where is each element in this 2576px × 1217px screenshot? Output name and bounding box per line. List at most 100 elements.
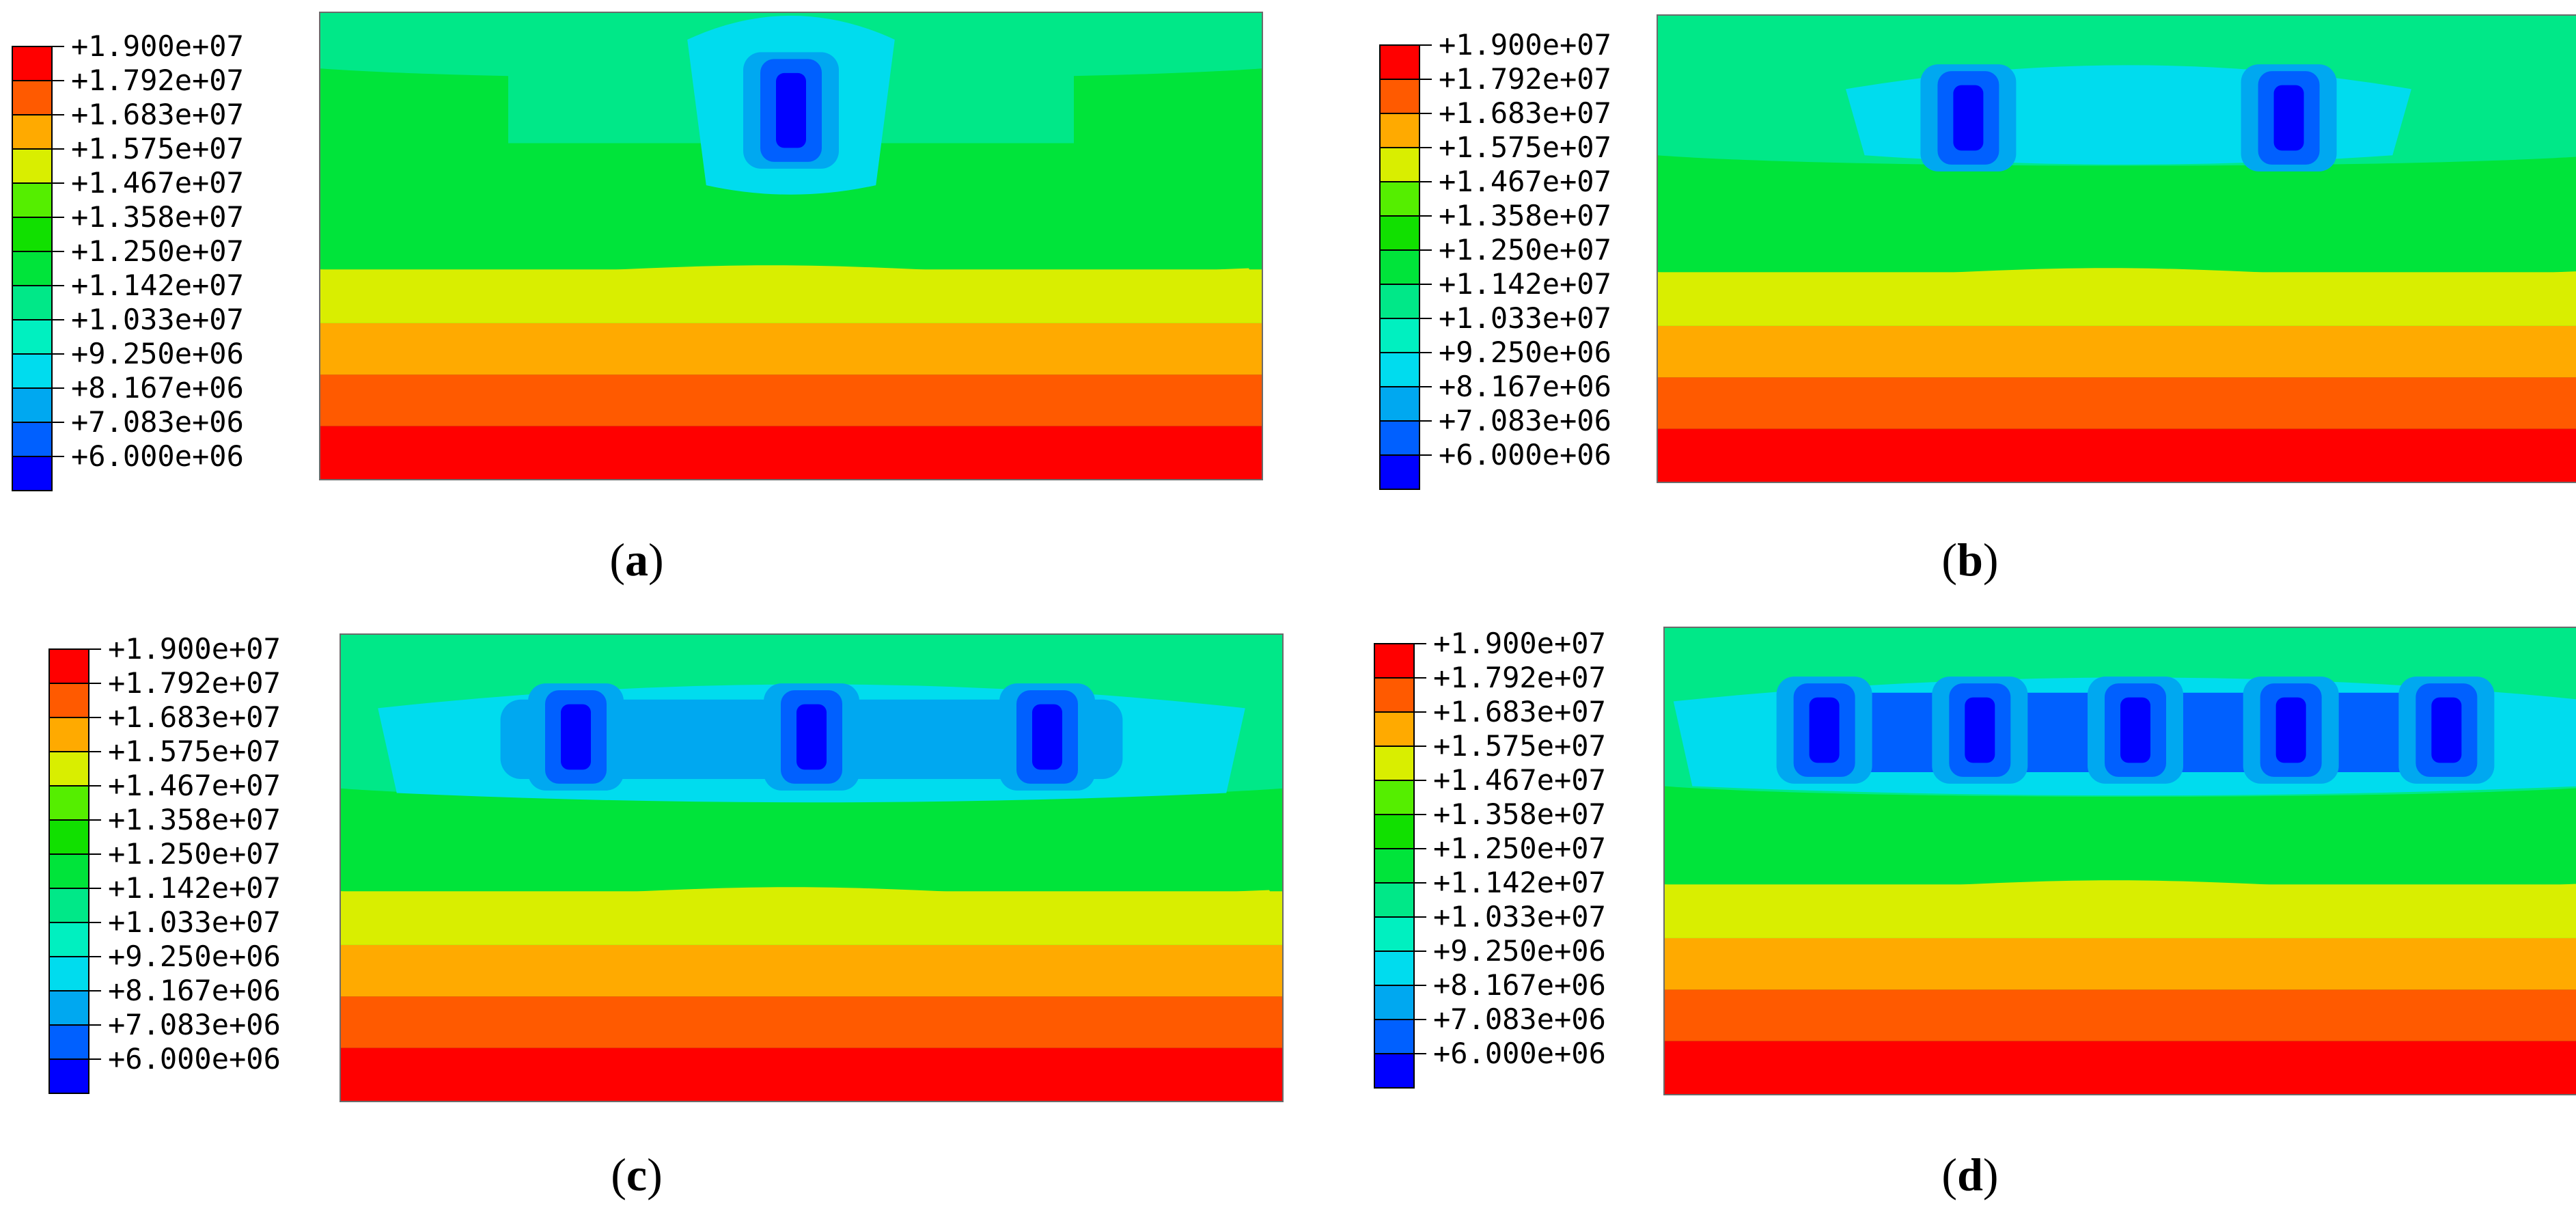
legend-label: +1.467e+07 bbox=[71, 166, 244, 200]
legend-swatch bbox=[12, 46, 53, 81]
legend-label: +9.250e+06 bbox=[1439, 336, 1611, 369]
plot-border bbox=[1657, 14, 2576, 483]
legend-swatch bbox=[1379, 79, 1420, 114]
legend-swatch bbox=[12, 387, 53, 423]
legend-label: +1.900e+07 bbox=[71, 29, 244, 63]
legend-label: +1.033e+07 bbox=[1439, 301, 1611, 335]
legend-swatch bbox=[1379, 181, 1420, 217]
legend-label: +1.900e+07 bbox=[1439, 28, 1611, 61]
legend-swatch bbox=[1374, 814, 1415, 849]
legend-label: +9.250e+06 bbox=[1433, 934, 1606, 968]
legend-label: +8.167e+06 bbox=[1433, 968, 1606, 1002]
legend-label: +7.083e+06 bbox=[71, 405, 244, 439]
legend-label: +1.792e+07 bbox=[71, 64, 244, 97]
contour-plot-c bbox=[340, 633, 1284, 1102]
stress-band bbox=[340, 1048, 1283, 1102]
legend-swatch bbox=[1374, 848, 1415, 884]
legend-swatch bbox=[49, 683, 89, 718]
pillar-core bbox=[2120, 697, 2150, 763]
legend-swatch bbox=[1379, 318, 1420, 353]
caption-c: (c) bbox=[611, 1149, 663, 1201]
legend-label: +9.250e+06 bbox=[108, 940, 281, 973]
pillar-core bbox=[1953, 85, 1984, 151]
legend-swatch bbox=[1374, 1053, 1415, 1089]
legend-d: +1.900e+07+1.792e+07+1.683e+07+1.575e+07… bbox=[1374, 627, 1606, 1089]
stress-band bbox=[1664, 1041, 2576, 1095]
panel-c: +1.900e+07+1.792e+07+1.683e+07+1.575e+07… bbox=[49, 632, 1284, 1201]
legend-swatch bbox=[1374, 951, 1415, 986]
plot-border bbox=[340, 633, 1284, 1102]
legend-swatch bbox=[1379, 249, 1420, 285]
legend-label: +1.250e+07 bbox=[1439, 233, 1611, 266]
stress-band bbox=[340, 944, 1283, 997]
legend-swatch bbox=[1379, 147, 1420, 182]
legend-swatch bbox=[1379, 454, 1420, 490]
legend-swatch bbox=[1374, 882, 1415, 918]
legend-a: +1.900e+07+1.792e+07+1.683e+07+1.575e+07… bbox=[12, 29, 244, 491]
panel-b: +1.900e+07+1.792e+07+1.683e+07+1.575e+07… bbox=[1379, 14, 2576, 586]
legend-label: +1.900e+07 bbox=[108, 632, 281, 666]
legend-label: +1.358e+07 bbox=[108, 803, 281, 836]
contour-plot-a bbox=[319, 12, 1263, 480]
legend-swatch bbox=[49, 888, 89, 923]
legend-swatch bbox=[12, 148, 53, 184]
stress-band bbox=[320, 426, 1262, 480]
stress-band bbox=[1657, 377, 2576, 429]
legend-label: +1.683e+07 bbox=[71, 98, 244, 131]
caption-b: (b) bbox=[1941, 534, 1998, 586]
legend-swatch bbox=[12, 319, 53, 355]
legend-swatch bbox=[12, 422, 53, 457]
legend-label: +7.083e+06 bbox=[108, 1008, 281, 1041]
legend-label: +7.083e+06 bbox=[1433, 1002, 1606, 1036]
legend-label: +6.000e+06 bbox=[71, 439, 244, 473]
legend-label: +6.000e+06 bbox=[1433, 1037, 1606, 1070]
stress-band bbox=[1664, 880, 2576, 908]
legend-swatch bbox=[1374, 643, 1415, 679]
caption-d: (d) bbox=[1941, 1149, 1998, 1201]
legend-swatch bbox=[1379, 420, 1420, 456]
legend-label: +1.683e+07 bbox=[1439, 96, 1611, 130]
legend-swatch bbox=[1374, 1019, 1415, 1054]
legend-label: +9.250e+06 bbox=[71, 337, 244, 370]
stress-band bbox=[1657, 268, 2576, 296]
legend-swatch bbox=[49, 785, 89, 821]
legend-swatch bbox=[1379, 113, 1420, 148]
legend-label: +1.575e+07 bbox=[1433, 729, 1606, 763]
legend-swatch bbox=[12, 285, 53, 320]
pillar-core bbox=[2273, 85, 2304, 151]
legend-swatch bbox=[49, 819, 89, 855]
legend-label: +1.142e+07 bbox=[1433, 866, 1606, 899]
pillar-core bbox=[1809, 697, 1840, 763]
legend-label: +7.083e+06 bbox=[1439, 404, 1611, 437]
pillar-core bbox=[797, 704, 827, 770]
pillar-core bbox=[2275, 697, 2306, 763]
stress-band bbox=[1657, 428, 2576, 482]
pillar-core bbox=[2431, 697, 2462, 763]
legend-label: +1.250e+07 bbox=[108, 837, 281, 871]
legend-swatch bbox=[12, 217, 53, 252]
stress-band bbox=[320, 323, 1262, 375]
stress-band bbox=[320, 265, 1262, 293]
legend-label: +1.033e+07 bbox=[1433, 900, 1606, 933]
legend-swatch bbox=[12, 80, 53, 115]
legend-label: +1.467e+07 bbox=[108, 769, 281, 802]
legend-swatch bbox=[49, 717, 89, 752]
legend-label: +1.792e+07 bbox=[108, 666, 281, 700]
legend-label: +1.358e+07 bbox=[71, 200, 244, 234]
plot-border bbox=[319, 12, 1263, 480]
stress-band bbox=[320, 374, 1262, 426]
legend-label: +1.033e+07 bbox=[108, 905, 281, 939]
legend-swatch bbox=[12, 182, 53, 218]
legend-label: +1.575e+07 bbox=[71, 132, 244, 165]
legend-label: +1.900e+07 bbox=[1433, 627, 1606, 660]
pillar-core bbox=[1032, 704, 1062, 770]
legend-swatch bbox=[12, 114, 53, 150]
legend-swatch bbox=[1374, 985, 1415, 1020]
pillar-core bbox=[776, 72, 806, 148]
pillar-core bbox=[1965, 697, 1995, 763]
caption-a: (a) bbox=[609, 534, 663, 586]
contour-plot-d bbox=[1663, 627, 2576, 1095]
legend-label: +1.683e+07 bbox=[108, 700, 281, 734]
legend-swatch bbox=[12, 456, 53, 491]
